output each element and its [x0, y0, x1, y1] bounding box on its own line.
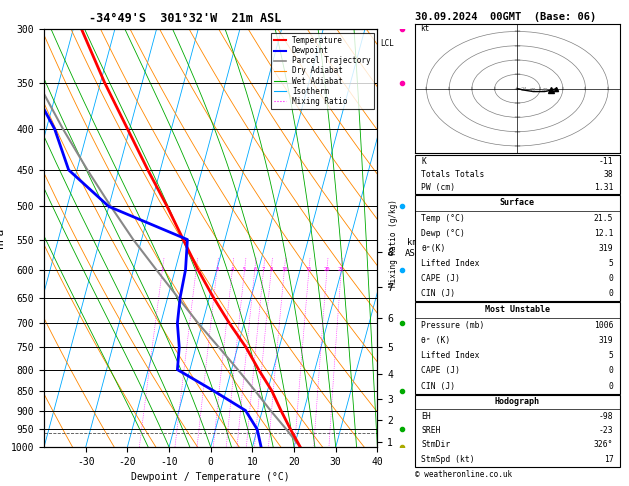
Text: Surface: Surface: [500, 198, 535, 208]
Text: 30.09.2024  00GMT  (Base: 06): 30.09.2024 00GMT (Base: 06): [415, 12, 596, 22]
Legend: Temperature, Dewpoint, Parcel Trajectory, Dry Adiabat, Wet Adiabat, Isotherm, Mi: Temperature, Dewpoint, Parcel Trajectory…: [271, 33, 374, 109]
Text: 24: 24: [521, 87, 528, 92]
Text: PW (cm): PW (cm): [421, 183, 455, 192]
Text: 3: 3: [215, 267, 219, 272]
Text: 1006: 1006: [594, 321, 613, 330]
Text: 0: 0: [608, 382, 613, 391]
Text: 1: 1: [161, 267, 164, 272]
Text: 38: 38: [604, 170, 613, 179]
Text: 7: 7: [262, 267, 265, 272]
Text: 6: 6: [253, 267, 257, 272]
Text: 5: 5: [608, 259, 613, 268]
Text: Most Unstable: Most Unstable: [485, 305, 550, 314]
Text: Lifted Index: Lifted Index: [421, 351, 480, 360]
Text: Temp (°C): Temp (°C): [421, 213, 465, 223]
Text: 17: 17: [604, 455, 613, 464]
Text: -34°49'S  301°32'W  21m ASL: -34°49'S 301°32'W 21m ASL: [89, 12, 282, 25]
Text: 21.5: 21.5: [594, 213, 613, 223]
Text: Mixing Ratio (g/kg): Mixing Ratio (g/kg): [389, 199, 398, 287]
Text: CIN (J): CIN (J): [421, 289, 455, 298]
Text: kt: kt: [420, 24, 429, 34]
Text: -98: -98: [599, 412, 613, 421]
Text: Totals Totals: Totals Totals: [421, 170, 485, 179]
Text: 1.31: 1.31: [594, 183, 613, 192]
Text: 0: 0: [608, 274, 613, 283]
Text: 25: 25: [338, 267, 345, 272]
Text: 15: 15: [306, 267, 312, 272]
Text: 20: 20: [324, 267, 330, 272]
Text: -23: -23: [599, 426, 613, 435]
FancyBboxPatch shape: [415, 395, 620, 467]
Text: CIN (J): CIN (J): [421, 382, 455, 391]
Text: Hodograph: Hodograph: [495, 398, 540, 406]
Text: 12.1: 12.1: [594, 229, 613, 238]
Y-axis label: hPa: hPa: [0, 228, 5, 248]
FancyBboxPatch shape: [415, 302, 620, 394]
Text: 5: 5: [243, 267, 246, 272]
Text: CAPE (J): CAPE (J): [421, 366, 460, 375]
Text: 10: 10: [281, 267, 287, 272]
Text: 8: 8: [270, 267, 273, 272]
Text: θᵉ (K): θᵉ (K): [421, 336, 450, 345]
Text: 0: 0: [608, 289, 613, 298]
Text: CAPE (J): CAPE (J): [421, 274, 460, 283]
Text: K: K: [421, 156, 426, 166]
Text: EH: EH: [421, 412, 431, 421]
FancyBboxPatch shape: [415, 195, 620, 301]
Text: 72: 72: [530, 88, 537, 93]
Text: 319: 319: [599, 244, 613, 253]
Text: SREH: SREH: [421, 426, 441, 435]
Text: Lifted Index: Lifted Index: [421, 259, 480, 268]
Text: 319: 319: [599, 336, 613, 345]
Text: Pressure (mb): Pressure (mb): [421, 321, 485, 330]
Text: LCL: LCL: [381, 39, 394, 48]
Text: θᵉ(K): θᵉ(K): [421, 244, 446, 253]
Text: -11: -11: [599, 156, 613, 166]
Text: 5: 5: [608, 351, 613, 360]
Text: StmSpd (kt): StmSpd (kt): [421, 455, 475, 464]
Text: 326°: 326°: [594, 440, 613, 450]
Text: StmDir: StmDir: [421, 440, 450, 450]
Text: Dewp (°C): Dewp (°C): [421, 229, 465, 238]
Text: © weatheronline.co.uk: © weatheronline.co.uk: [415, 469, 512, 479]
Text: 2: 2: [194, 267, 198, 272]
Text: 48: 48: [542, 88, 548, 93]
Y-axis label: km
ASL: km ASL: [404, 238, 421, 258]
Text: 0: 0: [608, 366, 613, 375]
FancyBboxPatch shape: [415, 155, 620, 194]
X-axis label: Dewpoint / Temperature (°C): Dewpoint / Temperature (°C): [131, 472, 290, 483]
Text: 4: 4: [231, 267, 234, 272]
